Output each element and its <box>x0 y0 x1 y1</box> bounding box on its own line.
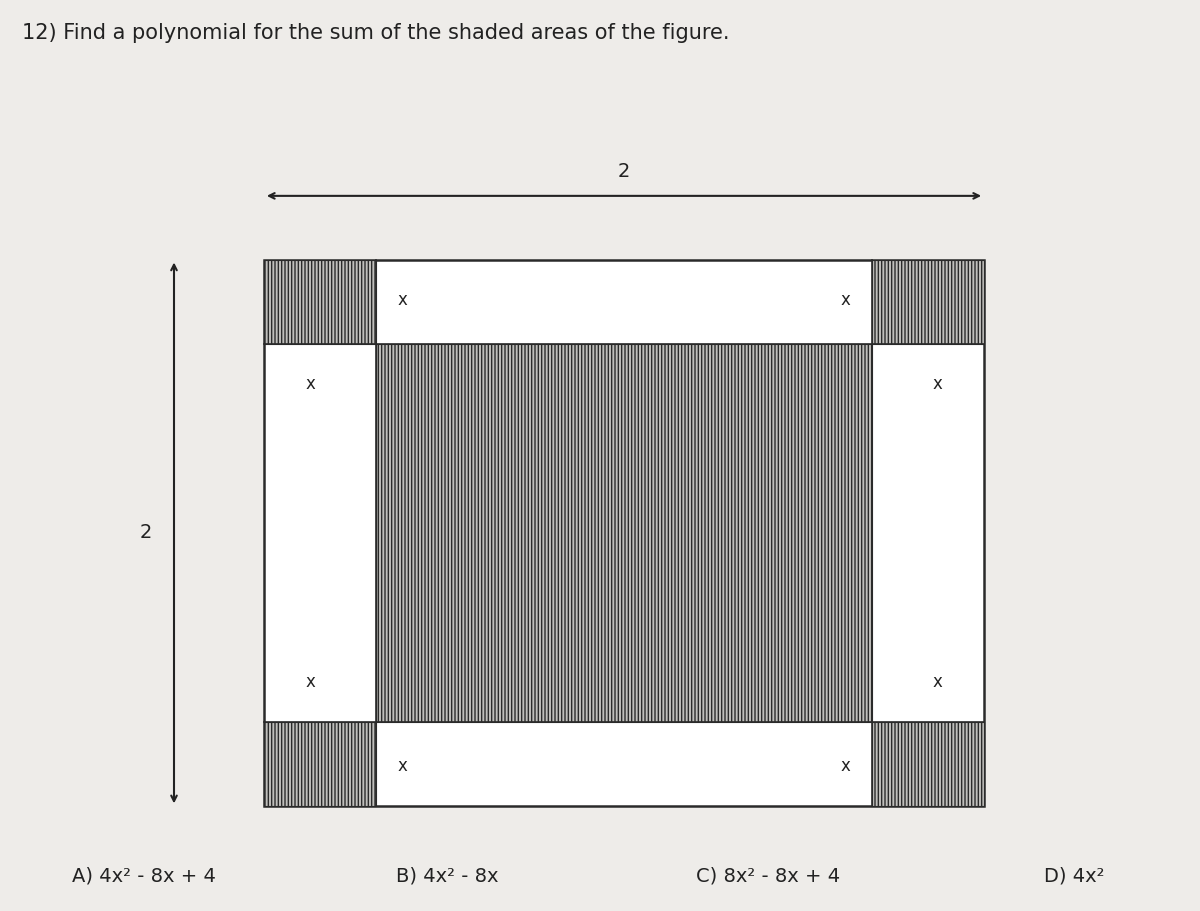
Text: x: x <box>932 673 942 691</box>
Text: 12) Find a polynomial for the sum of the shaded areas of the figure.: 12) Find a polynomial for the sum of the… <box>22 23 730 43</box>
Text: x: x <box>306 374 316 393</box>
Text: 2: 2 <box>618 162 630 181</box>
Text: x: x <box>306 673 316 691</box>
Text: C) 8x² - 8x + 4: C) 8x² - 8x + 4 <box>696 867 840 885</box>
Text: B) 4x² - 8x: B) 4x² - 8x <box>396 867 498 885</box>
Text: A) 4x² - 8x + 4: A) 4x² - 8x + 4 <box>72 867 216 885</box>
Text: D) 4x²: D) 4x² <box>1044 867 1104 885</box>
Text: x: x <box>932 374 942 393</box>
Text: x: x <box>841 756 851 774</box>
Bar <box>872 260 984 344</box>
Text: x: x <box>397 292 407 310</box>
Bar <box>264 260 376 344</box>
Bar <box>264 260 984 806</box>
Bar <box>872 722 984 806</box>
Bar <box>376 344 872 722</box>
Text: x: x <box>841 292 851 310</box>
Bar <box>264 722 376 806</box>
Text: x: x <box>397 756 407 774</box>
Text: 2: 2 <box>140 524 152 542</box>
